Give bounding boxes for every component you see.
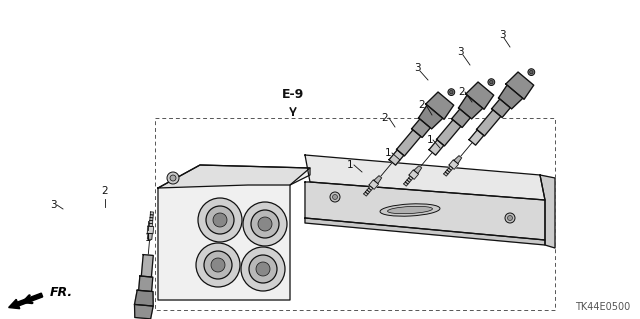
Polygon shape: [408, 176, 413, 180]
FancyArrow shape: [8, 293, 43, 309]
Text: 3: 3: [50, 200, 56, 210]
Circle shape: [505, 213, 515, 223]
Polygon shape: [449, 166, 453, 170]
Polygon shape: [407, 178, 412, 182]
Polygon shape: [150, 220, 153, 224]
Polygon shape: [409, 170, 419, 179]
Polygon shape: [429, 140, 444, 155]
Polygon shape: [540, 175, 555, 248]
Ellipse shape: [380, 204, 440, 216]
Text: FR.: FR.: [50, 286, 73, 299]
Polygon shape: [150, 215, 153, 218]
Polygon shape: [365, 190, 369, 194]
Circle shape: [170, 175, 176, 181]
Circle shape: [211, 258, 225, 272]
Polygon shape: [150, 212, 154, 215]
Text: 1: 1: [145, 233, 151, 243]
Circle shape: [204, 251, 232, 279]
Polygon shape: [305, 218, 545, 245]
Text: 2: 2: [459, 87, 465, 97]
Polygon shape: [469, 130, 484, 145]
Polygon shape: [149, 223, 152, 226]
Circle shape: [251, 210, 279, 238]
Text: 1: 1: [385, 148, 391, 158]
Circle shape: [448, 89, 455, 95]
Circle shape: [196, 243, 240, 287]
Polygon shape: [305, 182, 545, 240]
Polygon shape: [419, 105, 443, 129]
Polygon shape: [444, 172, 448, 176]
Circle shape: [167, 172, 179, 184]
Circle shape: [243, 202, 287, 246]
Circle shape: [530, 70, 533, 74]
Polygon shape: [405, 180, 410, 184]
Polygon shape: [374, 176, 381, 184]
Text: 1: 1: [347, 160, 353, 170]
Polygon shape: [364, 192, 368, 196]
Circle shape: [206, 206, 234, 234]
Text: 3: 3: [413, 63, 420, 73]
Polygon shape: [369, 180, 378, 189]
Circle shape: [258, 217, 272, 231]
Polygon shape: [134, 304, 153, 319]
Polygon shape: [454, 156, 461, 164]
Polygon shape: [506, 72, 534, 99]
Circle shape: [333, 195, 337, 199]
Ellipse shape: [388, 206, 433, 214]
Text: TK44E0500: TK44E0500: [575, 302, 630, 312]
Polygon shape: [134, 290, 153, 306]
Polygon shape: [150, 218, 153, 221]
Polygon shape: [412, 119, 430, 137]
Polygon shape: [459, 95, 483, 119]
Text: 3: 3: [457, 47, 463, 57]
Polygon shape: [414, 166, 422, 174]
Circle shape: [528, 69, 535, 76]
Text: 2: 2: [381, 113, 388, 123]
Text: 2: 2: [102, 186, 108, 196]
Circle shape: [256, 262, 270, 276]
Circle shape: [241, 247, 285, 291]
Polygon shape: [141, 255, 153, 277]
Polygon shape: [499, 85, 523, 109]
Polygon shape: [492, 99, 510, 117]
Polygon shape: [397, 130, 421, 156]
Circle shape: [249, 255, 277, 283]
Polygon shape: [147, 233, 152, 240]
Bar: [155, 118, 555, 310]
Polygon shape: [445, 170, 449, 174]
Polygon shape: [158, 165, 310, 300]
Polygon shape: [389, 150, 404, 165]
Circle shape: [450, 90, 453, 94]
Polygon shape: [147, 226, 154, 234]
Polygon shape: [369, 186, 373, 190]
Polygon shape: [449, 160, 458, 169]
Polygon shape: [447, 168, 451, 172]
Circle shape: [213, 213, 227, 227]
Circle shape: [490, 80, 493, 84]
Circle shape: [198, 198, 242, 242]
Polygon shape: [139, 276, 153, 292]
Polygon shape: [367, 188, 371, 192]
Circle shape: [330, 192, 340, 202]
Polygon shape: [305, 155, 545, 200]
Polygon shape: [436, 120, 461, 146]
Text: 3: 3: [499, 30, 506, 40]
Polygon shape: [426, 92, 454, 119]
Text: E-9: E-9: [282, 88, 304, 101]
Polygon shape: [452, 109, 470, 128]
Polygon shape: [404, 182, 408, 186]
Polygon shape: [158, 165, 310, 188]
Text: 2: 2: [419, 100, 426, 110]
Polygon shape: [466, 82, 493, 109]
Circle shape: [488, 79, 495, 85]
Polygon shape: [477, 110, 501, 136]
Circle shape: [508, 216, 513, 220]
Text: 1: 1: [427, 135, 433, 145]
